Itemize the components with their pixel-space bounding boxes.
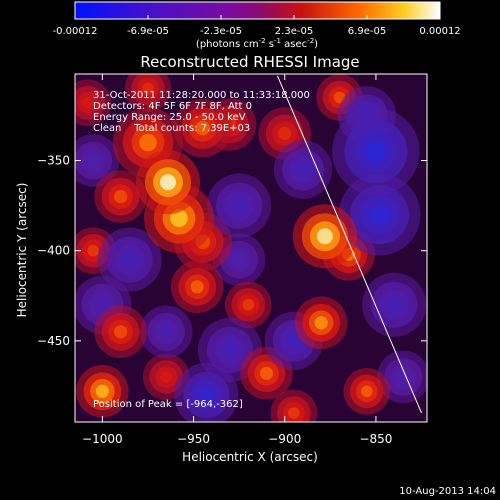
emission-blob-positive <box>317 228 333 244</box>
emission-blob-negative <box>386 297 402 313</box>
emission-blob-positive <box>139 134 157 152</box>
x-tick-label: −850 <box>359 432 392 446</box>
emission-blob-positive <box>288 407 300 419</box>
emission-blob-positive <box>160 174 176 190</box>
colorbar-tick-label: -2.3e-05 <box>200 26 242 37</box>
peak-position-label: Position of Peak = [-964,-362] <box>93 399 243 410</box>
emission-blob-negative <box>365 141 387 163</box>
emission-blob-positive <box>315 316 328 329</box>
emission-blob-positive <box>160 371 172 383</box>
emission-blob-negative <box>233 253 246 266</box>
emission-blob-positive <box>114 325 127 338</box>
emission-blob-negative <box>122 252 138 268</box>
x-tick-label: −900 <box>268 432 301 446</box>
colorbar-unit-label: (photons cm-2 s-1 asec-2) <box>196 37 318 50</box>
y-tick-label: −450 <box>37 334 70 348</box>
colorbar-tick-label: 6.9e-05 <box>348 26 386 37</box>
emission-blob-negative <box>369 204 389 224</box>
emission-blob-positive <box>87 245 99 257</box>
emission-blob-positive <box>278 127 291 140</box>
emission-blob-positive <box>243 299 255 311</box>
annotation-time-range: 31-Oct-2011 11:28:20.000 to 11:33:18.000 <box>93 90 310 101</box>
chart-title: Reconstructed RHESSI Image <box>140 53 359 71</box>
x-tick-label: −950 <box>177 432 210 446</box>
emission-blob-positive <box>191 280 204 293</box>
timestamp: 10-Aug-2013 14:04 <box>399 486 496 497</box>
emission-blob-positive <box>114 190 127 203</box>
annotation-clean-counts: Clean Total counts: 7.39E+03 <box>93 123 250 134</box>
x-tick-label: −1000 <box>82 432 123 446</box>
emission-blob-positive <box>361 386 373 398</box>
emission-blob-positive <box>260 367 273 380</box>
emission-blob-negative <box>160 325 173 338</box>
y-tick-label: −400 <box>37 244 70 258</box>
x-axis-label: Heliocentric X (arcsec) <box>182 450 318 464</box>
colorbar-tick-label: 0.00012 <box>419 26 460 37</box>
annotation-detectors: Detectors: 4F 5F 6F 7F 8F, Att 0 <box>93 101 252 112</box>
emission-blob-negative <box>296 162 311 177</box>
y-axis-label: Heliocentric Y (arcsec) <box>15 183 29 318</box>
annotation-energy-range: Energy Range: 25.0 - 50.0 keV <box>93 112 246 123</box>
colorbar <box>75 2 440 19</box>
emission-blob-positive <box>82 97 94 109</box>
colorbar-tick-label: 2.3e-05 <box>275 26 313 37</box>
emission-blob-negative <box>87 154 100 167</box>
emission-blob-negative <box>222 342 238 358</box>
emission-blob-positive <box>96 385 109 398</box>
emission-blob-negative <box>231 198 247 214</box>
y-tick-label: −350 <box>37 154 70 168</box>
colorbar-tick-label: -0.00012 <box>53 26 98 37</box>
colorbar-tick-label: -6.9e-05 <box>127 26 169 37</box>
